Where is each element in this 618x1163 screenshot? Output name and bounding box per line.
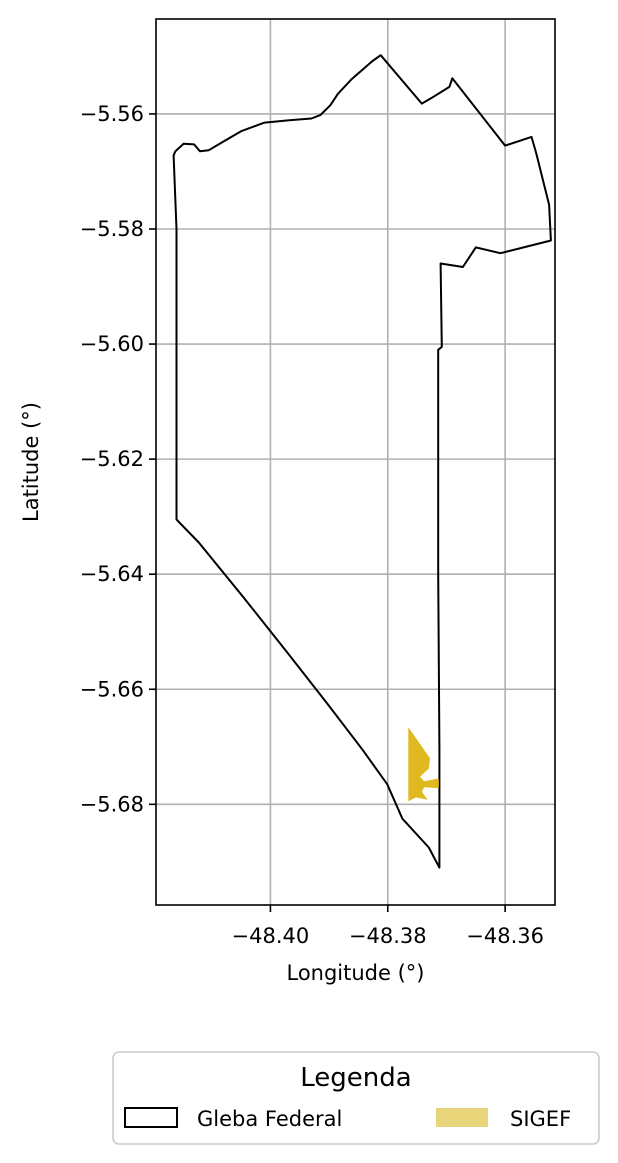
y-axis-label: Latitude (°) [19, 402, 43, 522]
legend-label-gleba-federal: Gleba Federal [197, 1107, 342, 1131]
y-tick-label: −5.66 [80, 677, 144, 701]
x-tick-label: −48.38 [349, 924, 427, 948]
gleba-federal-boundary [172, 54, 552, 869]
y-tick-label: −5.64 [80, 562, 144, 586]
y-tick-label: −5.56 [80, 102, 144, 126]
legend-title: Legenda [300, 1063, 411, 1093]
y-tick-label: −5.62 [80, 447, 144, 471]
legend-swatch-sigef [436, 1108, 488, 1127]
axis-ticks: −48.40 −48.38 −48.36 −5.56 −5.58 −5.60 −5.62 −5… [80, 102, 544, 948]
legend-label-sigef: SIGEF [510, 1107, 571, 1131]
legend-swatch-gleba-federal [124, 1107, 178, 1128]
x-axis-label: Longitude (°) [286, 961, 424, 985]
legend: Legenda Gleba Federal SIGEF [112, 1051, 600, 1145]
x-tick-label: −48.36 [466, 924, 544, 948]
map-layers [172, 54, 552, 869]
x-tick-label: −48.40 [232, 924, 310, 948]
y-tick-label: −5.60 [80, 332, 144, 356]
plot-frame [155, 18, 556, 906]
sigef-parcel [408, 727, 439, 802]
grid-lines [156, 19, 555, 905]
y-tick-label: −5.58 [80, 217, 144, 241]
y-tick-label: −5.68 [80, 792, 144, 816]
